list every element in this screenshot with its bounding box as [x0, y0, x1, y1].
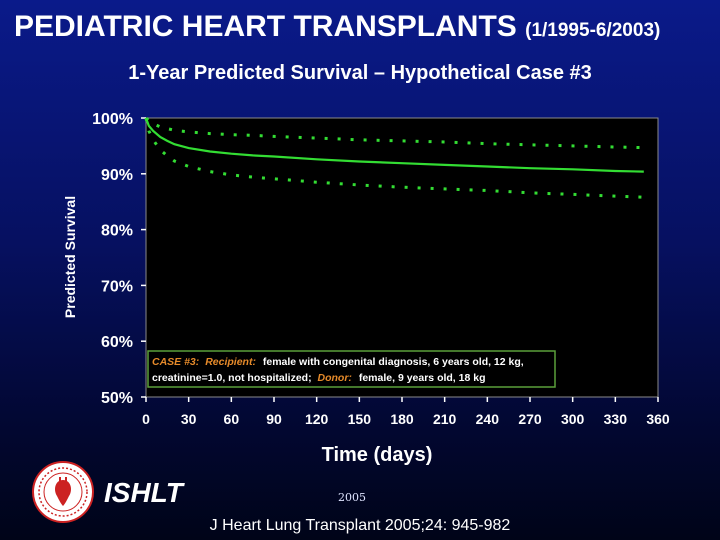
legend-recipient-text: female with congenital diagnosis, 6 year…	[263, 356, 524, 368]
case-legend-box: CASE #3: Recipient: female with congenit…	[147, 350, 556, 388]
y-tick-label: 50%	[101, 390, 133, 407]
page-title: PEDIATRIC HEART TRANSPLANTS (1/1995-6/20…	[14, 10, 660, 44]
x-tick-label: 120	[305, 411, 329, 427]
x-tick-label: 210	[433, 411, 457, 427]
ishlt-seal-icon	[32, 461, 94, 523]
title-text: PEDIATRIC HEART TRANSPLANTS	[14, 10, 517, 43]
legend-line2-text: creatinine=1.0, not hospitalized;	[152, 372, 312, 384]
org-name: ISHLT	[104, 477, 183, 508]
x-tick-label: 300	[561, 411, 585, 427]
legend-line-2: creatinine=1.0, not hospitalized; Donor:…	[152, 372, 486, 384]
y-tick-label: 70%	[101, 278, 133, 295]
x-tick-label: 0	[142, 411, 150, 427]
x-axis-label: Time (days)	[322, 444, 433, 466]
title-date-range: (1/1995-6/2003)	[525, 20, 661, 41]
x-tick-label: 240	[476, 411, 500, 427]
legend-donor-label: Donor:	[318, 372, 352, 384]
confidence-bound-line	[144, 117, 644, 199]
legend-line-1: CASE #3: Recipient: female with congenit…	[152, 356, 524, 368]
year-label: 2005	[338, 491, 366, 504]
x-tick-label: 180	[390, 411, 414, 427]
x-tick-label: 270	[518, 411, 542, 427]
x-tick-label: 150	[348, 411, 372, 427]
y-tick-label: 80%	[101, 223, 133, 240]
y-tick-label: 60%	[101, 334, 133, 351]
survival-estimate-line	[144, 117, 644, 173]
x-tick-label: 360	[646, 411, 670, 427]
chart-subtitle: 1-Year Predicted Survival – Hypothetical…	[128, 62, 592, 84]
y-axis-label: Predicted Survival	[62, 196, 78, 318]
x-tick-label: 330	[604, 411, 628, 427]
legend-border	[147, 350, 556, 388]
legend-case-label: CASE #3:	[152, 356, 199, 368]
y-tick-label: 100%	[92, 111, 133, 128]
x-tick-label: 90	[266, 411, 282, 427]
legend-recipient-label: Recipient:	[205, 356, 256, 368]
x-tick-label: 30	[181, 411, 197, 427]
x-tick-label: 60	[224, 411, 240, 427]
citation: J Heart Lung Transplant 2005;24: 945-982	[209, 517, 511, 534]
y-tick-label: 90%	[101, 167, 133, 184]
legend-donor-text: female, 9 years old, 18 kg	[359, 372, 486, 384]
